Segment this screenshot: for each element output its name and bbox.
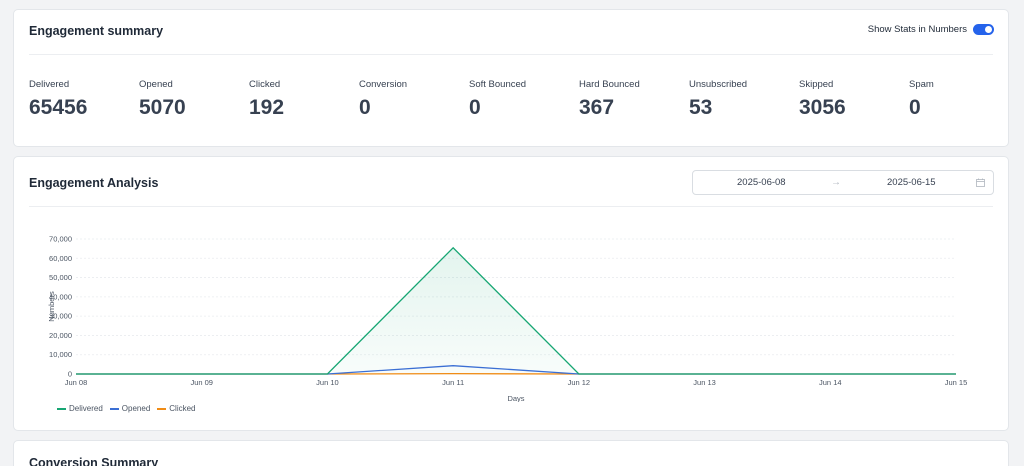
legend-swatch-delivered: [57, 407, 66, 410]
y-tick-label: 10,000: [49, 350, 72, 359]
engagement-analysis-title: Engagement Analysis: [29, 176, 159, 190]
stat-label: Delivered: [29, 79, 70, 90]
series-line-delivered: [76, 246, 956, 375]
stat-value: 0: [469, 96, 481, 119]
legend-swatch-opened: [109, 407, 119, 410]
stat-soft-bounced: Soft Bounced 0: [469, 79, 569, 120]
date-end-input[interactable]: 2025-06-15: [887, 177, 936, 188]
stat-label: Conversion: [359, 79, 408, 90]
legend-swatch-clicked: [157, 407, 167, 410]
stat-value: 367: [579, 96, 615, 119]
conversion-summary-title: Conversion Summary: [29, 456, 159, 466]
calendar-icon[interactable]: [976, 178, 985, 187]
stat-skipped: Skipped 3056: [799, 79, 899, 120]
conversion-summary-card: Conversion Summary: [13, 440, 1009, 466]
engagement-summary-title: Engagement summary: [29, 24, 164, 38]
y-tick-label: 50,000: [49, 273, 72, 282]
legend-item-delivered[interactable]: Delivered: [57, 404, 103, 413]
date-range-picker[interactable]: 2025-06-08 → 2025-06-15: [692, 170, 994, 195]
legend-label-opened: Opened: [121, 404, 151, 413]
stat-value: 192: [249, 96, 285, 119]
x-tick-label: Jun 12: [568, 378, 591, 387]
stat-label: Opened: [139, 79, 173, 90]
summary-divider: [29, 54, 993, 55]
x-tick-label: Jun 08: [65, 378, 88, 387]
show-stats-toggle-label: Show Stats in Numbers: [867, 24, 967, 35]
y-axis-title: Numbers: [47, 291, 56, 322]
stat-label: Unsubscribed: [689, 79, 748, 90]
x-tick-label: Jun 13: [693, 378, 716, 387]
stat-value: 53: [689, 96, 713, 119]
stat-opened: Opened 5070: [139, 79, 239, 120]
date-start-input[interactable]: 2025-06-08: [737, 177, 786, 188]
stat-hard-bounced: Hard Bounced 367: [579, 79, 679, 120]
toggle-knob: [985, 26, 992, 33]
stat-unsubscribed: Unsubscribed 53: [689, 79, 789, 120]
show-stats-toggle[interactable]: [973, 24, 994, 35]
stat-label: Soft Bounced: [469, 79, 527, 90]
y-tick-label: 0: [68, 370, 72, 379]
stat-delivered: Delivered 65456: [29, 79, 129, 120]
stat-value: 65456: [29, 96, 88, 119]
x-axis-title: Days: [507, 394, 524, 402]
x-tick-label: Jun 10: [316, 378, 339, 387]
stat-value: 5070: [139, 96, 186, 119]
stat-value: 3056: [799, 96, 846, 119]
stat-label: Hard Bounced: [579, 79, 640, 90]
x-tick-label: Jun 09: [190, 378, 213, 387]
legend-item-clicked[interactable]: Clicked: [157, 404, 196, 413]
x-tick-label: Jun 11: [442, 378, 464, 387]
legend-item-opened[interactable]: Opened: [109, 404, 151, 413]
legend-label-clicked: Clicked: [169, 404, 196, 413]
engagement-summary-card: Engagement summary Show Stats in Numbers…: [13, 9, 1009, 147]
x-tick-label: Jun 15: [945, 378, 968, 387]
stat-label: Clicked: [249, 79, 281, 90]
analysis-divider: [29, 206, 993, 207]
stat-clicked: Clicked 192: [249, 79, 349, 120]
stat-label: Spam: [909, 79, 934, 90]
show-stats-toggle-group[interactable]: Show Stats in Numbers: [868, 24, 994, 35]
stat-value: 0: [909, 96, 921, 119]
engagement-line-chart: 0 10,000 20,000 30,000 40,000 50,000 60,000 70,…: [47, 235, 968, 403]
y-tick-label: 70,000: [49, 235, 72, 244]
stat-spam: Spam 0: [909, 79, 1009, 120]
series-area-delivered: [76, 247, 956, 374]
chart-legend: Delivered Opened Clicked: [57, 404, 196, 413]
y-tick-label: 20,000: [49, 331, 72, 340]
legend-label-delivered: Delivered: [69, 404, 103, 413]
y-tick-label: 60,000: [49, 254, 72, 263]
engagement-analysis-card: Engagement Analysis 2025-06-08 → 2025-06…: [13, 156, 1009, 431]
y-tick-label: 30,000: [49, 312, 72, 321]
arrow-right-icon: →: [831, 177, 841, 188]
x-tick-label: Jun 14: [819, 378, 842, 387]
stat-conversion: Conversion 0: [359, 79, 459, 120]
stat-value: 0: [359, 96, 371, 119]
stat-label: Skipped: [799, 79, 834, 90]
y-tick-label: 40,000: [49, 292, 72, 301]
